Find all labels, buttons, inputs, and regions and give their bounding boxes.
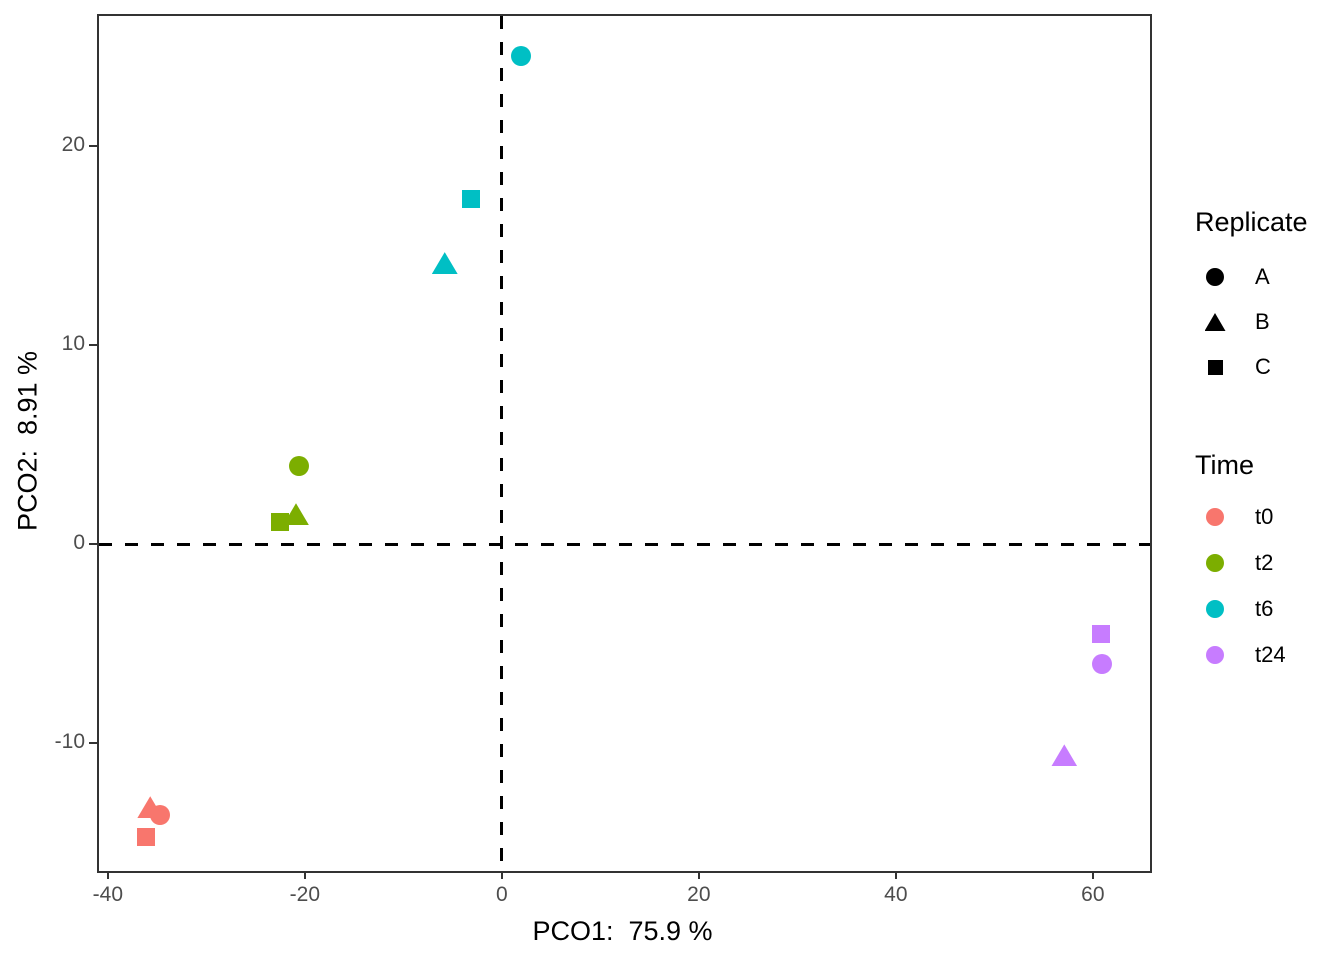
y-zero-dashed-line xyxy=(99,542,1150,546)
x-tick-mark xyxy=(106,871,109,879)
x-zero-dashed-line xyxy=(500,16,504,871)
square-glyph xyxy=(1207,359,1223,375)
y-tick-label: 20 xyxy=(61,132,85,156)
circle-icon xyxy=(1192,600,1238,618)
x-tick-label: 20 xyxy=(687,883,711,906)
circle-icon xyxy=(1192,646,1238,664)
point-t24-B xyxy=(1051,744,1078,767)
point-t6-C xyxy=(462,190,481,209)
circle-icon xyxy=(1192,268,1238,286)
circle-icon xyxy=(1192,508,1238,526)
circle-glyph xyxy=(1206,646,1224,664)
circle-glyph xyxy=(1206,600,1224,618)
legend-label: A xyxy=(1255,264,1270,289)
legend-item-replicate-B: B xyxy=(1192,300,1344,344)
triangle-icon xyxy=(1192,313,1238,331)
y-axis-title: PCO2: 8.91 % xyxy=(12,350,43,532)
x-axis-title: PCO1: 75.9 % xyxy=(532,916,713,946)
y-tick-mark xyxy=(89,144,97,147)
x-tick-label: 60 xyxy=(1081,883,1105,906)
circle-glyph xyxy=(1206,554,1224,572)
y-tick-mark xyxy=(89,543,97,546)
x-tick-label: -20 xyxy=(289,883,321,906)
legend-item-time-t2: t2 xyxy=(1192,541,1344,585)
legend-title-replicate: Replicate xyxy=(1195,207,1308,237)
point-t6-B xyxy=(431,252,458,275)
legend-item-time-t0: t0 xyxy=(1192,495,1344,539)
triangle-glyph xyxy=(1204,313,1226,331)
x-tick-label: 40 xyxy=(884,883,908,906)
legend-label: t24 xyxy=(1255,642,1286,667)
x-tick-mark xyxy=(500,871,503,879)
y-tick-label: 0 xyxy=(73,531,85,555)
x-tick-mark xyxy=(303,871,306,879)
square-icon xyxy=(1192,359,1238,375)
legend-item-time-t24: t24 xyxy=(1192,633,1344,677)
legend-title-time: Time xyxy=(1195,450,1254,480)
x-tick-mark xyxy=(894,871,897,879)
legend-item-replicate-A: A xyxy=(1192,255,1344,299)
legend-label: t2 xyxy=(1255,550,1274,575)
point-t2-A xyxy=(288,456,309,477)
legend-label: C xyxy=(1255,354,1271,379)
circle-glyph xyxy=(1206,268,1224,286)
point-t2-C xyxy=(271,513,290,532)
y-tick-mark xyxy=(89,742,97,745)
x-tick-label: 0 xyxy=(496,883,508,906)
legend-label: t0 xyxy=(1255,504,1274,529)
point-t24-C xyxy=(1091,624,1110,643)
legend-item-time-t6: t6 xyxy=(1192,587,1344,631)
legend-item-replicate-C: C xyxy=(1192,345,1344,389)
x-tick-mark xyxy=(1091,871,1094,879)
x-tick-mark xyxy=(697,871,700,879)
legend-label: B xyxy=(1255,309,1270,334)
plot-panel xyxy=(97,14,1152,873)
y-tick-mark xyxy=(89,343,97,346)
point-t24-A xyxy=(1091,653,1112,674)
y-tick-label: -10 xyxy=(54,730,85,754)
point-t0-C xyxy=(137,828,156,847)
legend-label: t6 xyxy=(1255,596,1274,621)
circle-glyph xyxy=(1206,508,1224,526)
x-tick-label: -40 xyxy=(92,883,124,906)
y-tick-label: 10 xyxy=(61,331,85,355)
point-t6-A xyxy=(510,45,531,66)
circle-icon xyxy=(1192,554,1238,572)
